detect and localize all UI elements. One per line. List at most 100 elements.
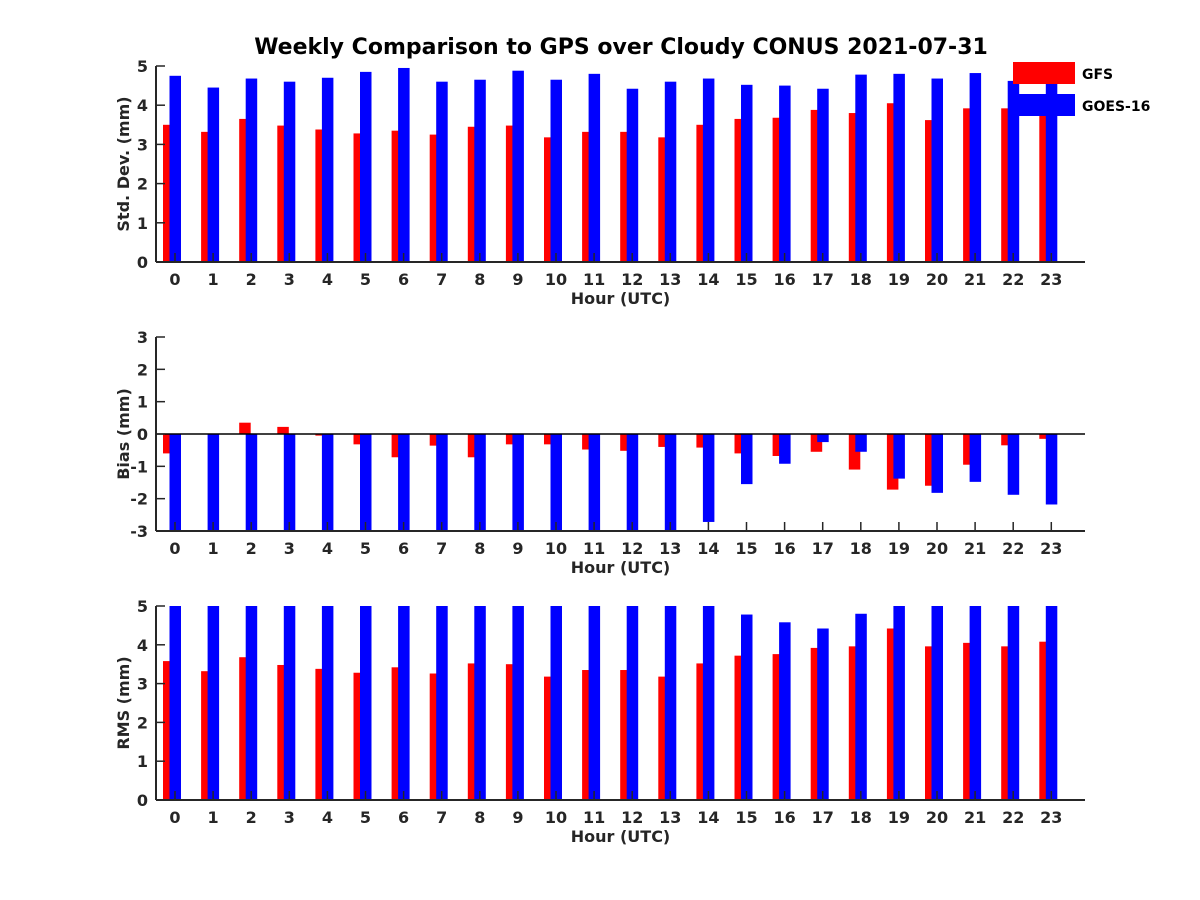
bar-gfs-hour-23 <box>1039 115 1051 262</box>
bar-goes-16-hour-15 <box>741 84 753 262</box>
x-tick-label: 7 <box>436 808 447 827</box>
bar-gfs-hour-12 <box>620 131 632 262</box>
x-tick-label: 10 <box>545 808 567 827</box>
bar-goes-16-hour-12 <box>626 88 639 263</box>
bar-goes-16-hour-7 <box>436 606 448 800</box>
bar-goes-16-hour-2 <box>245 606 258 800</box>
legend: GFS GOES-16 <box>1013 62 1150 116</box>
bar-goes-16-hour-10 <box>550 79 562 262</box>
bar-goes-16-hour-1 <box>207 606 220 800</box>
bar-gfs-hour-0 <box>163 434 175 454</box>
bar-gfs-hour-22 <box>1001 434 1013 446</box>
bar-goes-16-hour-21 <box>969 434 982 482</box>
bar-gfs-hour-18 <box>848 434 861 470</box>
bar-gfs-hour-9 <box>505 125 518 262</box>
bar-goes-16-hour-2 <box>245 434 258 531</box>
bar-gfs-hour-20 <box>925 120 937 262</box>
bar-gfs-hour-7 <box>429 134 442 262</box>
x-tick-label: 8 <box>474 539 485 558</box>
bar-goes-16-hour-20 <box>931 78 943 262</box>
x-tick-label: 22 <box>1002 808 1024 827</box>
bar-gfs-hour-16 <box>772 434 785 456</box>
bar-goes-16-hour-10 <box>550 606 562 800</box>
bar-gfs-hour-10 <box>544 137 556 262</box>
x-tick-label: 19 <box>888 270 910 289</box>
y-tick-label: 0 <box>137 425 148 444</box>
x-tick-label: 1 <box>208 539 219 558</box>
bar-goes-16-hour-0 <box>169 75 181 262</box>
bar-gfs-hour-12 <box>620 434 632 451</box>
bar-gfs-hour-16 <box>772 117 785 262</box>
bar-goes-16-hour-9 <box>512 606 524 800</box>
x-tick-label: 23 <box>1040 539 1062 558</box>
x-axis-label: Hour (UTC) <box>571 289 671 308</box>
y-tick-label: 1 <box>137 752 148 771</box>
x-tick-label: 2 <box>246 270 257 289</box>
x-tick-label: 17 <box>812 808 834 827</box>
bar-gfs-hour-8 <box>467 126 480 262</box>
x-tick-label: 3 <box>284 539 295 558</box>
x-tick-label: 6 <box>398 539 409 558</box>
bar-gfs-hour-13 <box>658 137 670 262</box>
x-tick-label: 15 <box>735 270 757 289</box>
y-tick-label: 0 <box>137 253 148 272</box>
bar-goes-16-hour-8 <box>474 434 486 531</box>
bar-gfs-hour-13 <box>658 676 670 800</box>
x-tick-label: 11 <box>583 270 605 289</box>
y-tick-label: 5 <box>137 57 148 76</box>
bar-gfs-hour-15 <box>734 118 746 262</box>
bar-goes-16-hour-13 <box>664 606 677 800</box>
bar-gfs-hour-20 <box>925 646 937 800</box>
x-tick-label: 4 <box>322 270 333 289</box>
x-tick-label: 18 <box>850 808 872 827</box>
x-tick-label: 4 <box>322 539 333 558</box>
bar-gfs-hour-3 <box>277 664 289 800</box>
bar-goes-16-hour-13 <box>664 434 677 531</box>
y-axis-label: Std. Dev. (mm) <box>114 96 133 231</box>
x-tick-label: 22 <box>1002 270 1024 289</box>
bar-gfs-hour-23 <box>1039 641 1051 800</box>
bar-goes-16-hour-14 <box>702 434 715 522</box>
x-tick-label: 16 <box>773 539 795 558</box>
bar-goes-16-hour-14 <box>702 78 715 262</box>
bar-gfs-hour-18 <box>848 113 861 262</box>
bar-goes-16-hour-4 <box>321 434 334 531</box>
x-tick-label: 14 <box>697 270 719 289</box>
x-tick-label: 19 <box>888 808 910 827</box>
x-tick-label: 2 <box>246 808 257 827</box>
bar-gfs-hour-21 <box>963 434 975 465</box>
chart-title: Weekly Comparison to GPS over Cloudy CON… <box>254 35 988 60</box>
legend-swatch-goes-16 <box>1013 94 1075 116</box>
bar-goes-16-hour-11 <box>588 73 601 262</box>
bar-gfs-hour-6 <box>391 434 404 458</box>
bar-gfs-hour-3 <box>277 426 289 434</box>
bar-gfs-hour-18 <box>848 646 861 800</box>
bar-goes-16-hour-3 <box>283 434 296 531</box>
x-tick-label: 8 <box>474 270 485 289</box>
bar-goes-16-hour-11 <box>588 434 601 531</box>
bar-gfs-hour-10 <box>544 676 556 800</box>
bar-goes-16-hour-12 <box>626 606 639 800</box>
y-tick-label: -3 <box>130 522 148 541</box>
bar-goes-16-hour-14 <box>702 606 715 800</box>
bar-goes-16-hour-18 <box>855 613 867 800</box>
bar-goes-16-hour-5 <box>360 71 372 262</box>
bar-gfs-hour-17 <box>810 647 823 800</box>
x-tick-label: 4 <box>322 808 333 827</box>
bar-gfs-hour-17 <box>810 109 823 263</box>
x-tick-label: 12 <box>621 539 643 558</box>
x-tick-label: 21 <box>964 270 986 289</box>
x-tick-label: 0 <box>169 270 180 289</box>
x-tick-label: 1 <box>208 270 219 289</box>
x-tick-label: 12 <box>621 270 643 289</box>
x-axis-label: Hour (UTC) <box>571 558 671 577</box>
bar-gfs-hour-2 <box>239 118 251 262</box>
x-tick-label: 20 <box>926 539 948 558</box>
bar-gfs-hour-2 <box>239 657 251 800</box>
x-tick-label: 12 <box>621 808 643 827</box>
bar-goes-16-hour-23 <box>1045 76 1058 262</box>
x-tick-label: 3 <box>284 270 295 289</box>
x-tick-label: 23 <box>1040 808 1062 827</box>
bar-goes-16-hour-1 <box>207 434 220 531</box>
